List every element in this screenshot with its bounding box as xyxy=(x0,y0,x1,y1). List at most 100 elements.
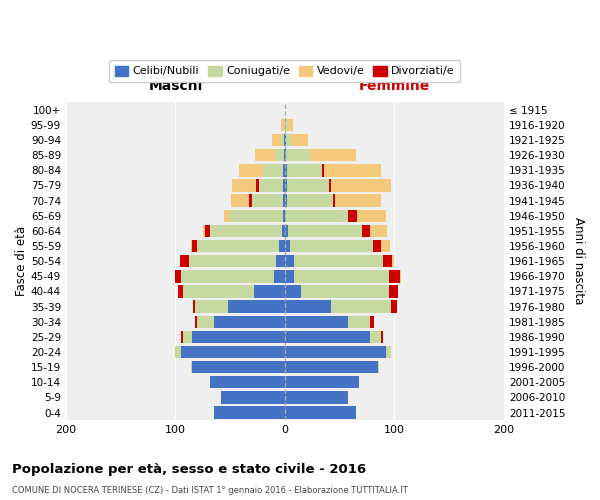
Bar xyxy=(285,391,349,404)
Bar xyxy=(175,346,181,358)
Bar xyxy=(378,361,379,374)
Bar xyxy=(214,406,285,419)
Bar xyxy=(285,330,370,343)
Bar xyxy=(203,224,205,237)
Bar xyxy=(325,164,381,176)
Bar xyxy=(231,194,249,207)
Bar xyxy=(285,316,349,328)
Bar xyxy=(362,224,370,237)
Bar xyxy=(400,270,401,282)
Bar xyxy=(180,255,188,268)
Bar xyxy=(193,300,195,313)
Bar xyxy=(287,164,322,176)
Bar xyxy=(281,224,285,237)
Bar xyxy=(281,134,284,146)
Bar xyxy=(178,285,183,298)
Bar xyxy=(391,300,397,313)
Bar xyxy=(285,406,356,419)
Bar xyxy=(287,194,333,207)
Bar xyxy=(285,361,378,374)
Bar xyxy=(188,255,276,268)
Bar xyxy=(192,361,285,374)
Bar xyxy=(224,210,230,222)
Bar xyxy=(285,376,359,388)
Bar xyxy=(195,300,228,313)
Bar xyxy=(381,240,390,252)
Bar xyxy=(335,194,381,207)
Bar xyxy=(284,134,285,146)
Bar xyxy=(285,118,287,131)
Bar xyxy=(285,240,290,252)
Bar xyxy=(181,346,285,358)
Bar xyxy=(370,224,387,237)
Bar xyxy=(254,285,285,298)
Bar xyxy=(373,240,381,252)
Bar xyxy=(276,255,285,268)
Bar xyxy=(333,194,335,207)
Bar xyxy=(181,330,183,343)
Bar xyxy=(389,285,398,298)
Bar xyxy=(392,255,394,268)
Bar xyxy=(280,240,285,252)
Bar xyxy=(293,270,389,282)
Bar xyxy=(322,164,325,176)
Bar xyxy=(249,194,252,207)
Bar xyxy=(370,316,374,328)
Bar xyxy=(197,240,280,252)
Bar xyxy=(284,149,285,162)
Bar xyxy=(232,180,256,192)
Bar xyxy=(381,330,383,343)
Y-axis label: Anni di nascita: Anni di nascita xyxy=(572,218,585,305)
Bar xyxy=(285,164,287,176)
Bar xyxy=(288,224,362,237)
Text: COMUNE DI NOCERA TERINESE (CZ) - Dati ISTAT 1° gennaio 2016 - Elaborazione TUTTI: COMUNE DI NOCERA TERINESE (CZ) - Dati IS… xyxy=(12,486,408,495)
Bar xyxy=(230,210,283,222)
Bar xyxy=(192,240,197,252)
Bar xyxy=(389,270,400,282)
Text: Maschi: Maschi xyxy=(148,79,203,93)
Bar xyxy=(211,224,281,237)
Bar xyxy=(183,330,192,343)
Legend: Celibi/Nubili, Coniugati/e, Vedovi/e, Divorziati/e: Celibi/Nubili, Coniugati/e, Vedovi/e, Di… xyxy=(109,60,460,82)
Bar xyxy=(285,300,331,313)
Bar xyxy=(274,270,285,282)
Bar xyxy=(192,330,285,343)
Bar xyxy=(285,134,286,146)
Bar xyxy=(263,164,283,176)
Bar xyxy=(256,180,259,192)
Bar xyxy=(349,316,370,328)
Bar xyxy=(221,391,285,404)
Bar xyxy=(331,180,391,192)
Bar xyxy=(285,285,301,298)
Text: Femmine: Femmine xyxy=(359,79,430,93)
Bar xyxy=(285,180,287,192)
Bar xyxy=(287,180,329,192)
Bar xyxy=(285,194,287,207)
Bar xyxy=(283,180,285,192)
Bar xyxy=(310,149,356,162)
Bar xyxy=(191,361,192,374)
Bar xyxy=(259,180,283,192)
Bar xyxy=(283,164,285,176)
Bar xyxy=(284,118,285,131)
Bar xyxy=(252,194,283,207)
Bar xyxy=(349,210,357,222)
Bar xyxy=(175,270,181,282)
Bar xyxy=(293,255,383,268)
Bar xyxy=(181,270,274,282)
Bar xyxy=(191,240,192,252)
Bar xyxy=(205,224,211,237)
Bar xyxy=(386,346,391,358)
Bar xyxy=(285,255,293,268)
Bar xyxy=(329,180,331,192)
Bar xyxy=(228,300,285,313)
Bar xyxy=(290,240,373,252)
Bar xyxy=(195,316,197,328)
Bar xyxy=(214,316,285,328)
Bar xyxy=(256,149,275,162)
Bar xyxy=(285,224,288,237)
Text: Popolazione per età, sesso e stato civile - 2016: Popolazione per età, sesso e stato civil… xyxy=(12,462,366,475)
Bar xyxy=(286,134,292,146)
Bar xyxy=(286,149,310,162)
Bar xyxy=(287,118,293,131)
